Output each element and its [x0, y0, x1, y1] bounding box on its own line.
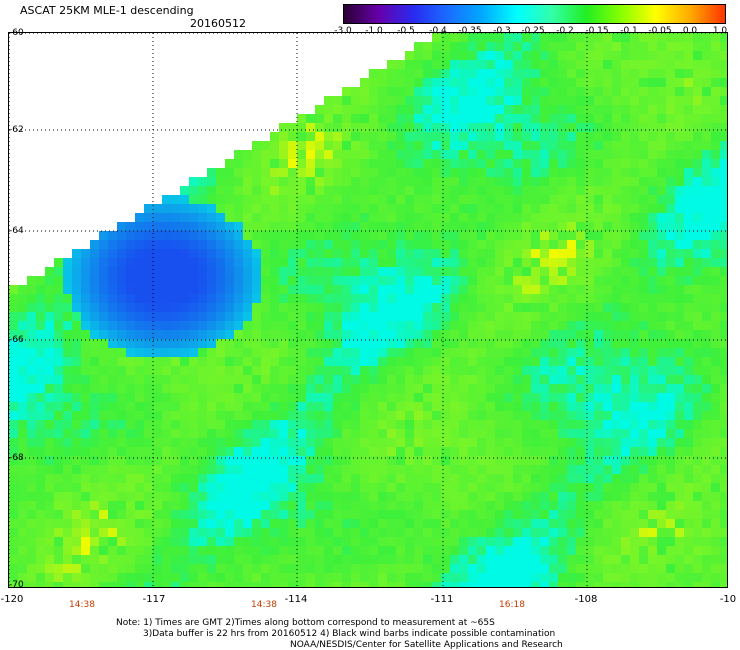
note-line-3: NOAA/NESDIS/Center for Satellite Applica… — [290, 640, 563, 650]
colorbar-label: -0.35 — [458, 26, 482, 36]
product-date: 20160512 — [190, 17, 246, 30]
lon-label: -117 — [142, 594, 166, 605]
colorbar-label: -0.5 — [397, 26, 415, 36]
colorbar — [343, 4, 726, 24]
time-label: 16:18 — [499, 600, 525, 610]
lon-label: -114 — [284, 594, 308, 605]
colorbar-gradient — [344, 5, 725, 23]
lat-label: -70 — [9, 580, 24, 590]
lon-label: -120 — [0, 594, 24, 605]
lat-label: -64 — [9, 226, 24, 236]
lat-label: -62 — [9, 125, 24, 135]
colorbar-label: -0.25 — [521, 26, 545, 36]
colorbar-label: -1.0 — [365, 26, 383, 36]
lon-label: -111 — [430, 594, 454, 605]
colorbar-label: -0.3 — [493, 26, 511, 36]
lat-label: -68 — [9, 453, 24, 463]
colorbar-label: -0.4 — [429, 26, 447, 36]
lon-label: -10 — [719, 594, 737, 605]
time-label: 14:38 — [69, 600, 95, 610]
colorbar-label: -0.15 — [585, 26, 609, 36]
colorbar-label: -0.05 — [648, 26, 672, 36]
time-label: 14:38 — [251, 600, 277, 610]
wind-map — [8, 32, 728, 588]
wind-field-raster — [9, 33, 727, 587]
lat-label: -66 — [9, 335, 24, 345]
note-line-1: Note: 1) Times are GMT 2)Times along bot… — [116, 618, 495, 628]
colorbar-label: -3.0 — [334, 26, 352, 36]
colorbar-label: 1.0 — [712, 26, 728, 36]
note-line-2: 3)Data buffer is 22 hrs from 20160512 4)… — [143, 629, 556, 639]
lon-label: -108 — [574, 594, 598, 605]
colorbar-label: -0.2 — [556, 26, 574, 36]
product-title: ASCAT 25KM MLE-1 descending — [20, 4, 194, 17]
lat-label: -60 — [9, 28, 24, 38]
colorbar-label: -0.1 — [620, 26, 638, 36]
colorbar-label: 0.0 — [682, 26, 698, 36]
